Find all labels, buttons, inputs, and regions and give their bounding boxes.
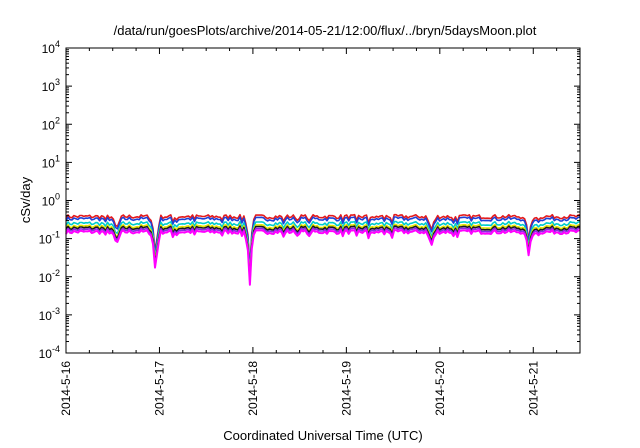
y-axis-label: cSv/day bbox=[18, 176, 33, 223]
y-tick-label: 10-4 bbox=[39, 344, 60, 361]
y-tick-label: 10-1 bbox=[39, 230, 60, 247]
x-axis-label: Coordinated Universal Time (UTC) bbox=[223, 428, 422, 443]
y-tick-label: 100 bbox=[42, 192, 60, 209]
y-tick-label: 104 bbox=[42, 39, 60, 56]
y-tick-label: 10-3 bbox=[39, 306, 60, 323]
y-tick-label: 10-2 bbox=[39, 268, 60, 285]
series-line bbox=[65, 227, 581, 284]
x-axis: 2014-5-16 2014-5-17 2014-5-18 2014-5-19 2014… bbox=[59, 48, 558, 416]
series-line bbox=[65, 216, 581, 270]
y-tick-label: 102 bbox=[42, 115, 60, 132]
y-tick-label: 103 bbox=[42, 77, 60, 94]
x-tick-label: 2014-5-16 bbox=[59, 361, 73, 416]
x-tick-label: 2014-5-21 bbox=[526, 361, 540, 416]
x-tick-label: 2014-5-19 bbox=[339, 361, 353, 416]
x-tick-label: 2014-5-18 bbox=[246, 361, 260, 416]
y-axis: 10-4 10-3 10-2 10-1 100 101 102 103 104 bbox=[39, 39, 580, 361]
chart-title: /data/run/goesPlots/archive/2014-05-21/1… bbox=[114, 23, 537, 38]
series-line bbox=[65, 229, 581, 286]
series-layer bbox=[65, 213, 581, 286]
series-line bbox=[65, 225, 581, 282]
plot-frame bbox=[65, 47, 581, 354]
y-tick-label: 101 bbox=[42, 153, 60, 170]
x-tick-label: 2014-5-17 bbox=[152, 361, 166, 416]
x-tick-label: 2014-5-20 bbox=[433, 361, 447, 416]
